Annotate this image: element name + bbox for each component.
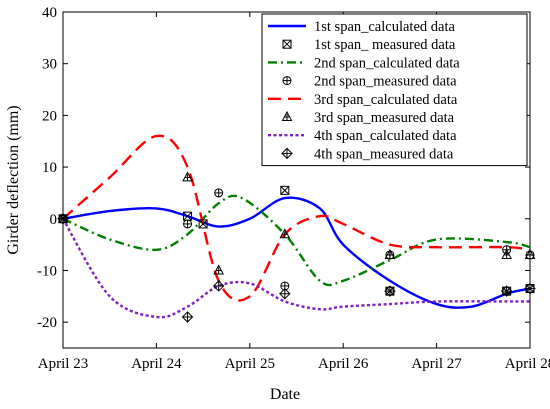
legend-entry: 3rd span_measured data <box>281 110 455 126</box>
legend-label: 1st span_ measured data <box>314 37 456 53</box>
legend-entry: 4th span_measured data <box>281 146 454 162</box>
x-tick-label: April 27 <box>411 356 462 372</box>
legend-entry: 2nd span_measured data <box>282 74 457 90</box>
legend-label: 3rd span_measured data <box>314 110 455 126</box>
legend-label: 3rd span_calculated data <box>314 92 458 108</box>
legend-entry: 3rd span_calculated data <box>268 92 458 108</box>
y-tick-label: -10 <box>37 263 57 279</box>
legend-marker <box>281 147 293 160</box>
legend-label: 2nd span_measured data <box>314 74 457 90</box>
y-tick-label: -20 <box>37 315 57 331</box>
legend-entry: 2nd span_calculated data <box>268 55 460 71</box>
legend-label: 4th span_calculated data <box>314 128 457 144</box>
data-point-6 <box>524 248 536 259</box>
x-tick-label: April 26 <box>318 356 369 372</box>
data-point-2 <box>198 219 208 229</box>
data-point-6 <box>279 228 291 239</box>
legend-entry: 1st span_ measured data <box>282 37 456 53</box>
plot-frame <box>62 11 531 349</box>
legend-label: 2nd span_calculated data <box>314 55 460 71</box>
series-layer <box>57 134 536 323</box>
data-point-8 <box>500 285 513 297</box>
y-tick-label: 20 <box>42 108 57 124</box>
data-point-6 <box>384 248 396 259</box>
legend-entry: 1st span_calculated data <box>268 19 455 35</box>
data-point-6 <box>213 264 224 275</box>
data-point-8 <box>524 282 536 295</box>
series-line-1 <box>62 196 531 309</box>
data-point-4 <box>214 188 224 198</box>
series-line-5 <box>62 134 531 302</box>
data-point-8 <box>57 213 69 225</box>
legend-marker <box>281 110 293 121</box>
series-line-7 <box>61 218 530 319</box>
x-axis-label: Date <box>270 386 300 403</box>
data-point-8 <box>212 280 225 292</box>
x-tick-label: April 24 <box>131 356 182 372</box>
y-tick-label: 10 <box>42 160 57 176</box>
data-point-8 <box>384 285 396 297</box>
y-tick-label: 40 <box>42 5 57 21</box>
data-point-8 <box>181 311 194 323</box>
legend-label: 4th span_measured data <box>314 146 454 162</box>
legend-entry: 4th span_calculated data <box>268 128 457 144</box>
data-point-6 <box>501 248 512 259</box>
data-point-4 <box>183 219 193 229</box>
y-tick-label: 30 <box>42 57 57 73</box>
legend-marker <box>282 76 292 86</box>
data-point-6 <box>182 171 193 182</box>
y-axis-label: Girder deflection (mm) <box>5 105 22 254</box>
y-tick-label: 0 <box>50 212 58 228</box>
legend-marker <box>282 39 292 49</box>
legend-box <box>261 13 528 167</box>
data-point-8 <box>279 288 291 300</box>
x-tick-label: April 25 <box>225 356 275 372</box>
legend: 1st span_calculated data 1st span_ measur… <box>261 13 528 167</box>
x-tick-label: April 23 <box>38 356 88 372</box>
axis-ticks: April 23 April 24 April 25 April 26 April 27… <box>37 5 550 372</box>
data-point-2 <box>280 185 290 195</box>
x-tick-label: April 28 <box>505 356 550 372</box>
legend-label: 1st span_calculated data <box>314 19 455 35</box>
